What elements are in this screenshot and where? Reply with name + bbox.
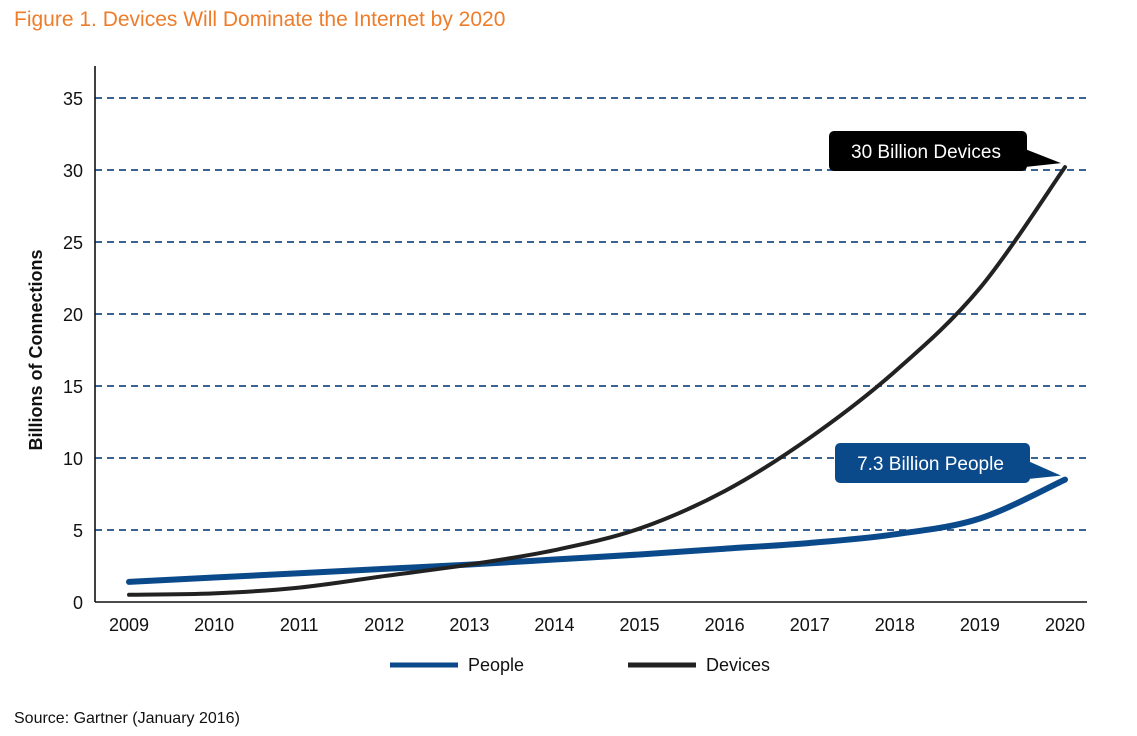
y-tick-label: 20 bbox=[63, 305, 83, 325]
gridlines bbox=[95, 97, 1087, 531]
callout-box bbox=[829, 131, 1027, 171]
x-tick-label: 2020 bbox=[1045, 615, 1085, 635]
axes bbox=[94, 66, 1087, 603]
callout-label: 30 Billion Devices bbox=[851, 142, 1001, 163]
callout-label: 7.3 Billion People bbox=[857, 454, 1004, 475]
x-tick-label: 2014 bbox=[534, 615, 574, 635]
y-axis-ticks: 0 5 10 15 20 25 30 35 bbox=[63, 89, 83, 613]
legend-item-devices: Devices bbox=[628, 655, 770, 675]
y-tick-label: 35 bbox=[63, 89, 83, 109]
callouts: 30 Billion Devices 7.3 Billion People bbox=[829, 131, 1061, 483]
x-tick-label: 2011 bbox=[280, 615, 319, 635]
legend-label: People bbox=[468, 655, 524, 675]
x-tick-label: 2017 bbox=[790, 615, 830, 635]
x-tick-label: 2019 bbox=[960, 615, 1000, 635]
y-tick-label: 10 bbox=[63, 449, 83, 469]
legend-item-people: People bbox=[390, 655, 524, 675]
legend-label: Devices bbox=[706, 655, 770, 675]
x-tick-label: 2012 bbox=[364, 615, 404, 635]
x-tick-label: 2015 bbox=[620, 615, 660, 635]
callout-box bbox=[835, 443, 1030, 483]
x-tick-label: 2016 bbox=[705, 615, 745, 635]
x-axis-ticks: 2009 2010 2011 2012 2013 2014 2015 2016 2017 2018… bbox=[109, 615, 1085, 635]
legend: People Devices bbox=[390, 655, 770, 675]
y-tick-label: 30 bbox=[63, 161, 83, 181]
x-tick-label: 2009 bbox=[109, 615, 149, 635]
y-tick-label: 0 bbox=[73, 593, 83, 613]
callout-pointer bbox=[1028, 461, 1061, 479]
devices-callout: 30 Billion Devices bbox=[829, 131, 1061, 171]
x-tick-label: 2010 bbox=[194, 615, 234, 635]
y-axis-label: Billions of Connections bbox=[26, 250, 46, 451]
devices-line bbox=[127, 165, 1067, 597]
figure-title: Figure 1. Devices Will Dominate the Inte… bbox=[14, 8, 506, 31]
series-lines bbox=[126, 165, 1068, 597]
y-tick-label: 15 bbox=[63, 377, 83, 397]
x-tick-label: 2013 bbox=[449, 615, 489, 635]
people-line bbox=[126, 476, 1068, 585]
y-tick-label: 5 bbox=[73, 521, 83, 541]
y-tick-label: 25 bbox=[63, 233, 83, 253]
x-tick-label: 2018 bbox=[875, 615, 915, 635]
people-callout: 7.3 Billion People bbox=[835, 443, 1061, 483]
callout-pointer bbox=[1025, 149, 1061, 167]
source-note: Source: Gartner (January 2016) bbox=[14, 710, 240, 727]
